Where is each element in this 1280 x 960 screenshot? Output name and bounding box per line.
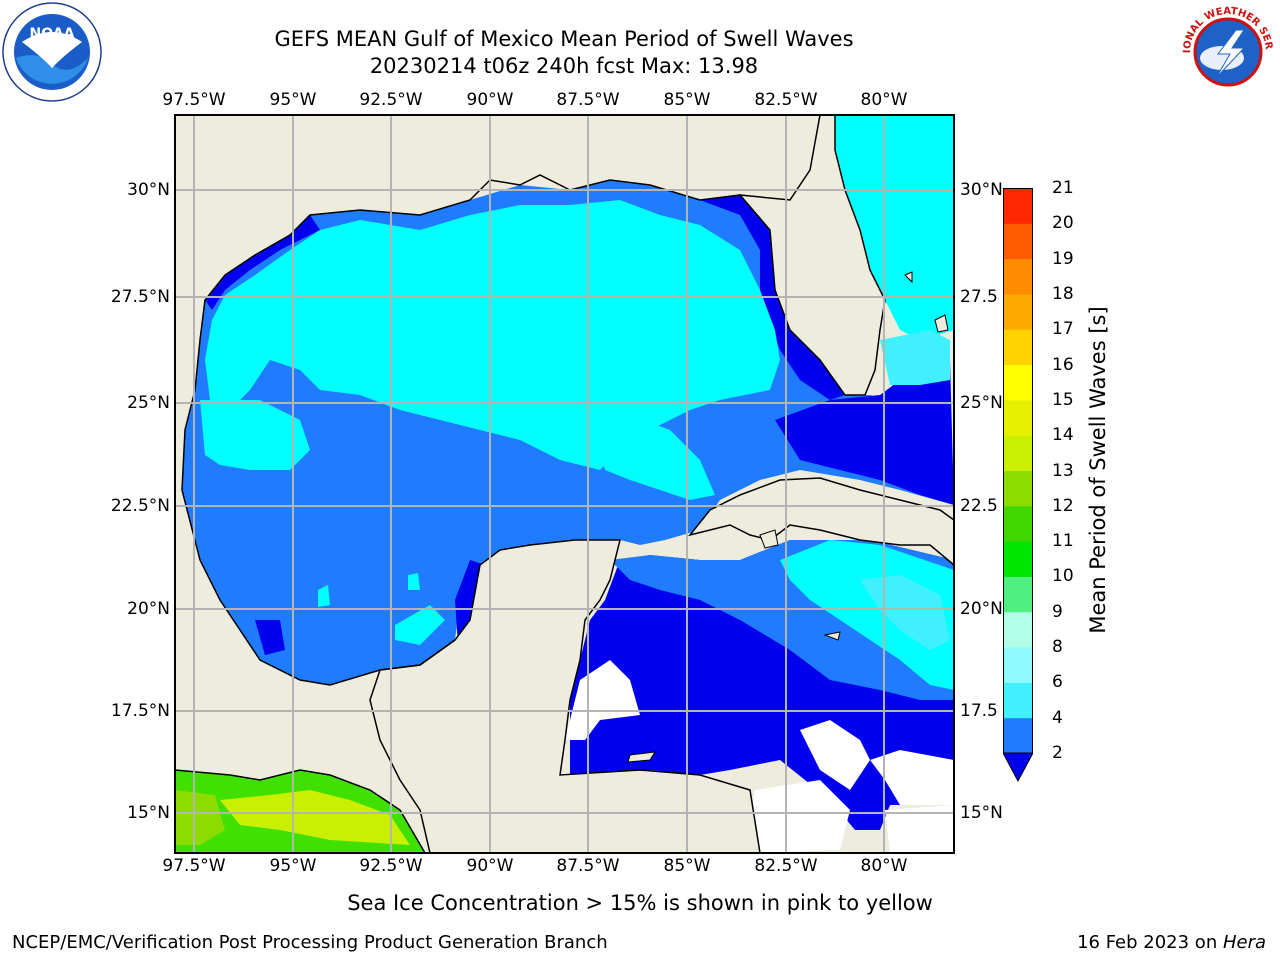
colorbar-label: Mean Period of Swell Waves [s]	[1086, 306, 1110, 634]
colorbar-segment	[1003, 188, 1033, 224]
colorbar-segment	[1003, 576, 1033, 613]
colorbar-tick-label: 2	[1052, 743, 1063, 763]
gulf-swell-period-4-6-spots	[318, 573, 445, 645]
mexico-coastline	[181, 489, 456, 686]
chart-title: GEFS MEAN Gulf of Mexico Mean Period of …	[274, 27, 854, 51]
colorbar-tick-label: 13	[1052, 460, 1074, 481]
graticule	[175, 115, 954, 853]
colorbar-tick-label: 21	[1052, 178, 1074, 198]
lon-label-bottom: 82.5°W	[754, 856, 818, 876]
colorbar	[1003, 188, 1033, 783]
colorbar-tick-label: 6	[1052, 672, 1063, 693]
islands	[627, 271, 949, 763]
colorbar-tick-label: 11	[1052, 531, 1074, 552]
lon-label-bottom: 85°W	[663, 856, 711, 876]
colorbar-segment	[1003, 717, 1033, 754]
lat-label-left: 17.5°N	[110, 701, 170, 721]
lon-label-bottom: 95°W	[269, 856, 317, 876]
lon-label-top: 87.5°W	[556, 90, 620, 110]
lat-label-left: 25°N	[127, 393, 170, 413]
lon-label-top: 97.5°W	[162, 90, 226, 110]
strait-swell-period-lt2	[775, 360, 954, 505]
gulf-swell-period-lt2-north	[205, 215, 320, 310]
colorbar-tick-label: 18	[1052, 283, 1074, 304]
caribbean-swell-period-6-8	[860, 575, 950, 650]
chart-subtitle: 20230214 t06z 240h fcst Max: 13.98	[369, 54, 759, 78]
map-frame	[174, 114, 955, 854]
colorbar-segment	[1003, 647, 1033, 683]
lon-label-bottom: 87.5°W	[556, 856, 620, 876]
lon-label-top: 92.5°W	[359, 90, 423, 110]
stamp-date: 16 Feb 2023 on	[1077, 932, 1223, 953]
colorbar-segment	[1003, 435, 1033, 471]
colorbar-segment	[1003, 399, 1033, 436]
lon-label-bottom: 97.5°W	[162, 856, 226, 876]
lat-label-left: 30°N	[127, 180, 170, 200]
lat-label-right: 17.5	[960, 701, 998, 721]
lon-label-top: 80°W	[860, 90, 908, 110]
colorbar-tick-label: 19	[1052, 248, 1074, 269]
lon-label-bottom: 90°W	[466, 856, 514, 876]
yucatan-land	[369, 539, 761, 853]
gulf-swell-period-4-6-west	[200, 400, 310, 470]
colorbar-segment	[1003, 223, 1033, 260]
lon-label-top: 82.5°W	[754, 90, 818, 110]
colorbar-extend-arrow	[1003, 752, 1033, 783]
sea-ice-footnote: Sea Ice Concentration > 15% is shown in …	[347, 891, 933, 915]
colorbar-segment	[1003, 682, 1033, 719]
lat-label-left: 15°N	[127, 803, 170, 823]
credit-line: NCEP/EMC/Verification Post Processing Pr…	[12, 932, 608, 953]
lat-label-left: 27.5°N	[110, 287, 170, 307]
colorbar-segment	[1003, 541, 1033, 577]
lat-label-right: 30°N	[960, 180, 1003, 200]
lat-label-right: 15°N	[960, 803, 1003, 823]
pacific-swell-period-11-12	[175, 790, 225, 845]
colorbar-tick-label: 14	[1052, 425, 1074, 446]
colorbar-segment	[1003, 293, 1033, 330]
colorbar-segment	[1003, 329, 1033, 366]
gulf-swell-period-lt2-south-bay	[255, 620, 285, 655]
lat-label-right: 20°N	[960, 599, 1003, 619]
lon-label-top: 95°W	[269, 90, 317, 110]
colorbar-tick-label: 12	[1052, 495, 1074, 516]
lat-label-right: 22.5	[960, 496, 998, 516]
map-area	[175, 115, 954, 853]
colorbar-segment	[1003, 258, 1033, 295]
colorbar-tick-label: 15	[1052, 389, 1074, 410]
caribbean-no-data	[565, 660, 954, 853]
lat-label-right: 27.5	[960, 287, 998, 307]
lat-label-right: 25°N	[960, 393, 1003, 413]
lon-label-bottom: 80°W	[860, 856, 908, 876]
colorbar-tick-label: 10	[1052, 566, 1074, 587]
lon-label-top: 90°W	[466, 90, 514, 110]
colorbar-tick-label: 20	[1052, 213, 1074, 234]
noaa-logo-text: NOAA	[30, 26, 75, 42]
pacific-swell-period-12-14	[220, 790, 410, 845]
colorbar-tick-label: 8	[1052, 637, 1063, 658]
date-stamp: 16 Feb 2023 on Hera	[1077, 932, 1266, 953]
caribbean-swell-period-4-6	[780, 540, 954, 690]
pacific-coastline	[175, 769, 426, 853]
lon-label-top: 85°W	[663, 90, 711, 110]
stamp-machine: Hera	[1222, 932, 1266, 953]
colorbar-segment	[1003, 364, 1033, 401]
lat-label-left: 22.5°N	[110, 496, 170, 516]
lon-label-bottom: 92.5°W	[359, 856, 423, 876]
colorbar-tick-label: 9	[1052, 601, 1063, 622]
lat-label-left: 20°N	[127, 599, 170, 619]
colorbar-frame	[1003, 188, 1033, 754]
colorbar-segment	[1003, 611, 1033, 648]
colorbar-segment	[1003, 505, 1033, 542]
nws-logo: NATIONAL WEATHER SERVICE	[1178, 2, 1277, 101]
colorbar-tick-label: 4	[1052, 707, 1063, 728]
colorbar-tick-label: 17	[1052, 319, 1074, 340]
atlantic-swell-period-6-8	[880, 330, 950, 385]
noaa-logo: NOAA	[2, 2, 102, 102]
colorbar-segment	[1003, 470, 1033, 507]
gulf-swell-period-4-6-central	[590, 415, 715, 500]
atlantic-swell-period-4-6	[835, 115, 954, 340]
colorbar-tick-label: 16	[1052, 354, 1074, 375]
